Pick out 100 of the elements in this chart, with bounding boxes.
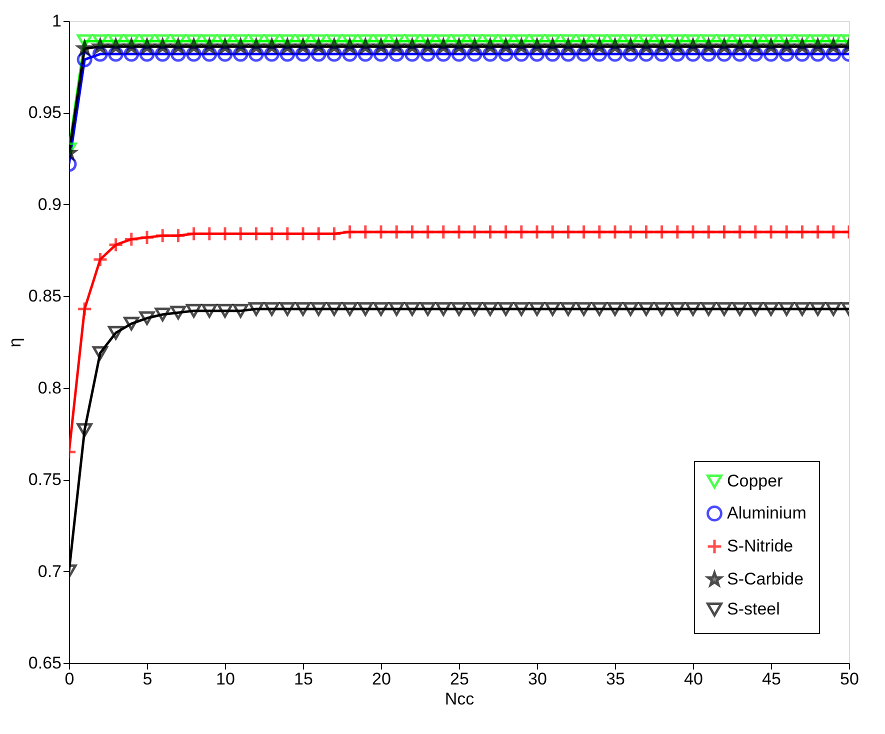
point [826,224,842,240]
point [514,302,530,316]
point [295,46,311,62]
point [654,46,670,62]
legend-label: S-steel [727,600,780,618]
point [748,302,764,316]
point [217,304,233,318]
point [466,302,482,316]
point [592,224,608,240]
point [638,46,654,62]
point [170,46,186,62]
legend-label: Copper [727,472,784,490]
x-tick-label: 45 [762,670,781,688]
point [420,46,436,62]
y-tick-label: 0.75 [28,470,62,490]
point [310,46,326,62]
point [700,224,716,240]
legend-label: Aluminium [727,504,806,522]
point [685,224,701,240]
point [139,46,155,62]
point [154,228,170,244]
point [139,311,155,326]
point [592,46,608,62]
point [670,224,686,240]
point [794,46,810,62]
point [108,237,124,253]
point [763,302,779,316]
point [716,46,732,62]
point [139,230,155,246]
point [342,46,358,62]
point [264,302,280,316]
point [373,46,389,62]
point [763,224,779,240]
point [670,46,686,62]
point [560,302,576,316]
point [310,302,326,316]
point [514,224,530,240]
y-tick-label: 0.9 [38,194,62,214]
point [342,302,358,316]
point [576,46,592,62]
point [280,302,296,316]
y-tick-label: 0.65 [28,654,62,672]
point [560,224,576,240]
point [76,423,92,437]
point [388,302,404,316]
point [732,224,748,240]
point [420,302,436,316]
point [810,224,826,240]
point [232,46,248,62]
point [638,302,654,316]
x-tick-label: 50 [840,670,859,688]
point [529,302,545,316]
point [76,52,92,68]
point [622,224,638,240]
point [451,224,467,240]
point [217,46,233,62]
point [716,302,732,316]
point [654,224,670,240]
point [514,46,530,62]
point [326,302,342,316]
point [607,224,623,240]
point [685,302,701,316]
point [732,46,748,62]
point [498,224,514,240]
point [607,302,623,316]
point [358,224,374,240]
point [748,224,764,240]
point [778,46,794,62]
y-tick-label: 0.8 [38,378,62,398]
point [76,301,92,317]
point [186,304,202,318]
point [544,224,560,240]
point [451,46,467,62]
point [670,302,686,316]
point [154,308,170,322]
point [92,252,108,268]
point [326,46,342,62]
point [748,46,764,62]
point [560,46,576,62]
x-tick-label: 30 [528,670,547,688]
point [108,46,124,62]
point [124,232,140,248]
legend-label: S-Carbide [727,570,804,588]
y-tick-label: 0.7 [38,562,62,581]
point [622,302,638,316]
point [498,46,514,62]
y-tick-label: 0.85 [28,286,62,306]
point [92,346,108,360]
point [529,224,545,240]
point [186,46,202,62]
y-tick-label: 0.95 [28,103,62,122]
legend-label: S-Nitride [727,536,794,556]
point [202,46,218,62]
point [826,302,842,316]
point [482,302,498,316]
y-axis-title: η [5,338,24,348]
point [154,46,170,62]
point [529,46,545,62]
point [592,302,608,316]
x-tick-label: 15 [294,670,313,688]
